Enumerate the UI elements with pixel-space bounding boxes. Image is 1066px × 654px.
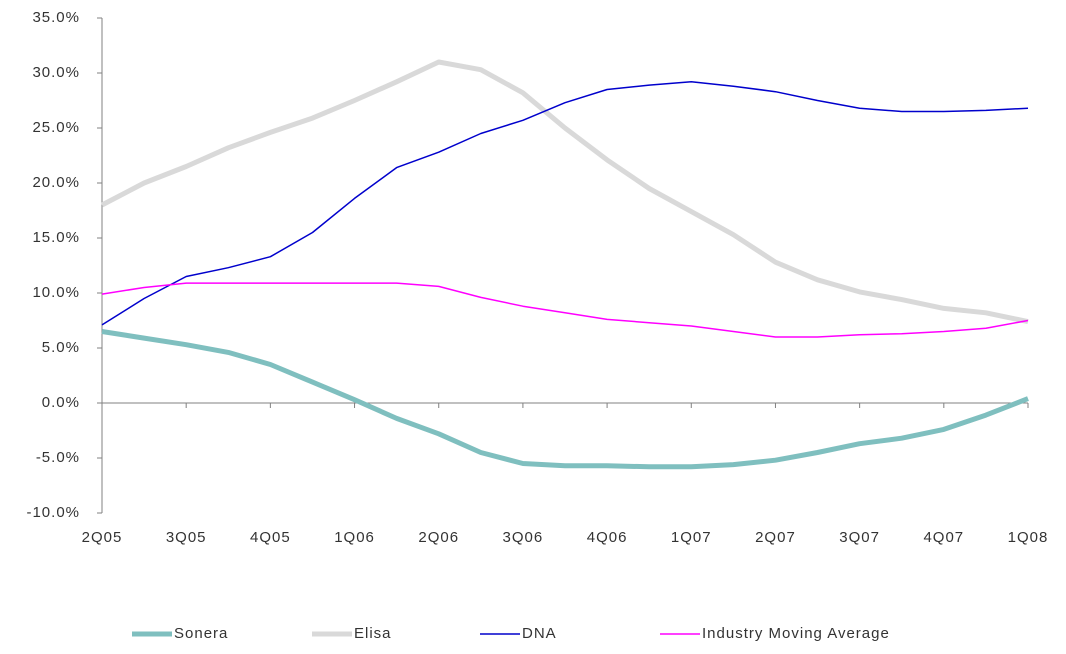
y-tick-label: 25.0% [32, 119, 80, 136]
x-tick-label: 1Q06 [334, 529, 375, 546]
x-tick-label: 4Q07 [923, 529, 964, 546]
legend-label: Elisa [354, 625, 392, 642]
y-tick-label: 5.0% [42, 339, 80, 356]
x-tick-label: 2Q06 [418, 529, 459, 546]
x-tick-label: 4Q06 [587, 529, 628, 546]
line-series [101, 329, 1029, 470]
x-tick-label: 2Q05 [82, 529, 123, 546]
x-tick-label: 4Q05 [250, 529, 291, 546]
x-tick-label: 1Q08 [1008, 529, 1049, 546]
y-tick-label: -10.0% [26, 504, 80, 521]
x-tick-label: 1Q07 [671, 529, 712, 546]
y-tick-label: -5.0% [36, 449, 80, 466]
y-tick-label: 15.0% [32, 229, 80, 246]
legend-label: DNA [522, 625, 557, 642]
y-tick-label: 20.0% [32, 174, 80, 191]
y-tick-label: 30.0% [32, 64, 80, 81]
y-tick-label: 10.0% [32, 284, 80, 301]
y-tick-label: 35.0% [32, 9, 80, 26]
legend-label: Sonera [174, 625, 228, 642]
line-series [101, 81, 1029, 326]
line-series [101, 282, 1029, 338]
y-tick-label: 0.0% [42, 394, 80, 411]
x-tick-label: 3Q05 [166, 529, 207, 546]
legend-label: Industry Moving Average [702, 625, 890, 642]
x-tick-label: 2Q07 [755, 529, 796, 546]
line-series [100, 59, 1029, 325]
x-tick-label: 3Q06 [503, 529, 544, 546]
x-tick-label: 3Q07 [839, 529, 880, 546]
